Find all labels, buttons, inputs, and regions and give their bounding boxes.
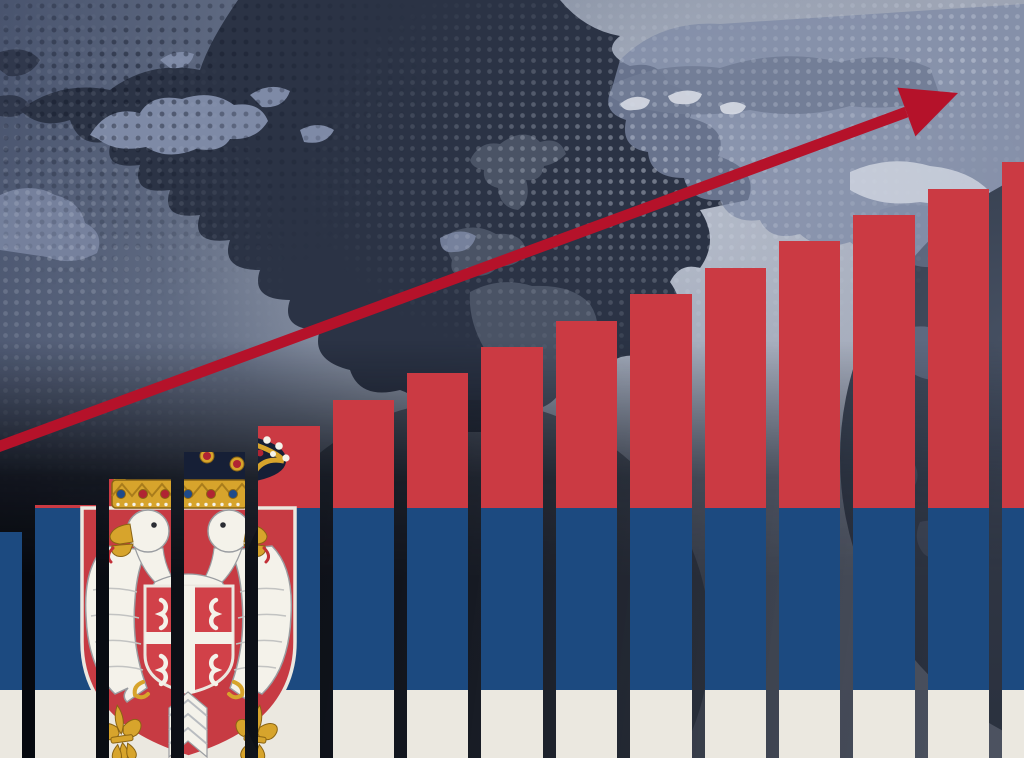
- serbia-coat-of-arms: [183, 452, 246, 758]
- fleur-de-lis-icon: [258, 704, 278, 758]
- bar-column: [481, 347, 543, 758]
- fleur-de-lis-icon: [109, 704, 142, 758]
- arrow-head-icon: [897, 87, 958, 137]
- breast-shield: [143, 584, 171, 689]
- eagle-tail: [183, 691, 208, 758]
- claw-and-fleur: [258, 704, 278, 758]
- eagle-tail: [168, 705, 171, 758]
- bar-column: [258, 426, 320, 758]
- eagle-wing: [194, 509, 246, 700]
- coa-shield: [258, 506, 297, 725]
- bar-column: [853, 215, 915, 758]
- eagle-wing: [109, 509, 171, 703]
- claw-and-fleur: [227, 680, 246, 758]
- fleur-de-lis-icon: [235, 718, 246, 758]
- bar-column: [0, 532, 22, 758]
- bar-column: [183, 452, 246, 758]
- claw-and-fleur: [109, 680, 150, 758]
- coa-shield: [109, 506, 171, 753]
- bar-column: [927, 189, 990, 758]
- coa-shield: [80, 506, 97, 700]
- bar-column: [555, 321, 618, 758]
- serbia-coat-of-arms: [109, 479, 171, 758]
- eagle-wing: [84, 555, 97, 669]
- bar-column: [109, 479, 171, 758]
- crown-icon: [183, 452, 246, 509]
- coa-shield: [183, 506, 246, 758]
- bar-column: [35, 505, 97, 758]
- bar-column: [704, 268, 766, 758]
- firesteel: [154, 597, 169, 687]
- serbia-coat-of-arms: [258, 436, 297, 758]
- crown-icon: [258, 436, 290, 481]
- arrow-shaft: [0, 106, 909, 453]
- bar-column: [630, 294, 692, 758]
- bar-column: [779, 241, 841, 758]
- eagle-wing: [258, 526, 293, 695]
- bar-column: [407, 373, 469, 758]
- eagle-body: [183, 573, 233, 597]
- eagle-body: [144, 575, 171, 597]
- bar-column: [1002, 162, 1024, 758]
- bar-column: [332, 400, 394, 758]
- firesteel: [208, 597, 223, 687]
- crown-icon: [111, 479, 171, 509]
- breast-shield: [183, 584, 235, 695]
- serbia-coat-of-arms: [80, 506, 97, 700]
